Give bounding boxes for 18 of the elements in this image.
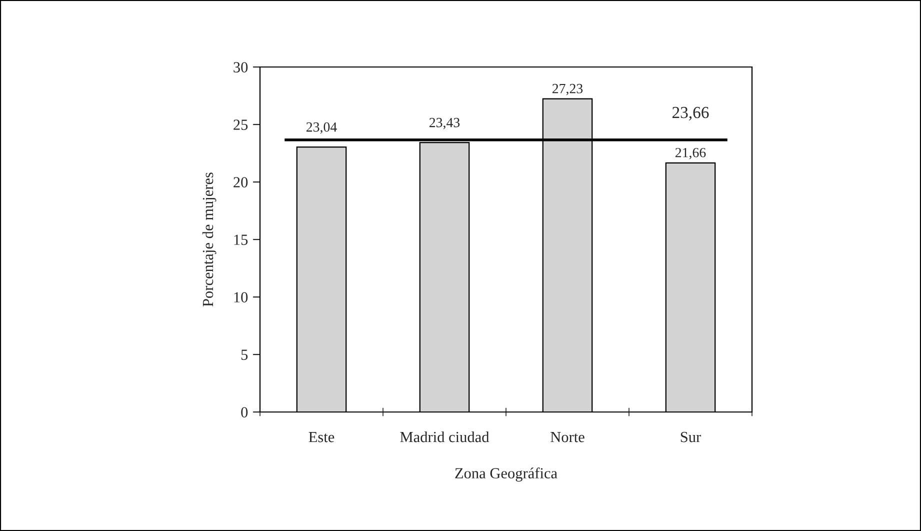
data-label: 23,43: [429, 118, 460, 130]
y-tick-label: 5: [241, 350, 248, 360]
data-label: 23,04: [306, 122, 337, 134]
data-label: 27,23: [552, 84, 583, 96]
x-tick-label: Este: [308, 432, 334, 442]
y-tick-label: 15: [234, 234, 248, 245]
x-tick-label: Madrid ciudad: [400, 431, 490, 442]
ref-line-label: 23,66: [672, 106, 709, 121]
y-tick-label: 30: [234, 62, 248, 72]
y-tick-label: 10: [234, 292, 248, 302]
y-tick-label: 20: [234, 177, 248, 188]
data-label: 21,66: [675, 148, 706, 160]
y-axis-title: Porcentaje de mujeres: [202, 172, 216, 307]
x-tick-label: Norte: [550, 432, 584, 442]
x-tick-label: Sur: [680, 432, 701, 442]
y-tick-label: 25: [234, 120, 248, 130]
x-axis-title: Zona Geográfica: [455, 468, 558, 482]
y-tick-label: 0: [241, 407, 248, 418]
